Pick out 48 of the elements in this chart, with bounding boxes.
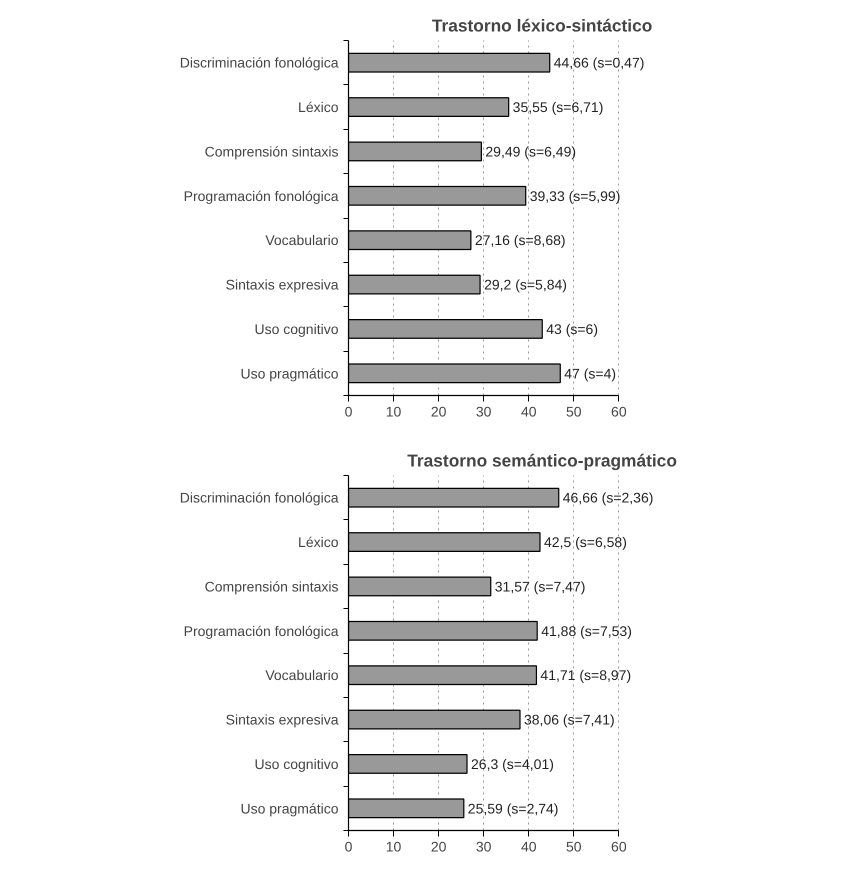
- y-tick-label: Programación fonológica: [184, 188, 339, 204]
- x-tick-label: 40: [520, 404, 537, 420]
- data-label: 27,16 (s=8,68): [474, 232, 566, 248]
- data-label: 29,2 (s=5,84): [484, 276, 567, 293]
- data-label: 38,06 (s=7,41): [524, 712, 615, 728]
- x-tick-label: 30: [476, 404, 492, 420]
- data-label: 43 (s=6): [546, 320, 598, 337]
- data-label: 44,66 (s=0,47): [554, 54, 644, 71]
- y-tick-label: Léxico: [298, 99, 339, 116]
- x-tick-label: 30: [476, 838, 492, 854]
- data-label: 31,57 (s=7,47): [494, 578, 586, 594]
- data-label: 41,88 (s=7,53): [541, 622, 632, 639]
- y-tick-label: Uso cognitivo: [254, 320, 339, 337]
- x-tick-label: 0: [344, 404, 353, 420]
- x-tick-label: 50: [566, 838, 582, 854]
- y-tick-label: Vocabulario: [265, 232, 339, 248]
- data-label: 42,5 (s=6,58): [544, 534, 627, 550]
- x-tick-label: 20: [430, 404, 447, 420]
- y-tick-label: Sintaxis expresiva: [226, 712, 339, 728]
- y-tick-label: Discriminación fonológica: [180, 54, 339, 71]
- x-tick-label: 10: [386, 404, 402, 420]
- x-tick-label: 50: [566, 404, 582, 420]
- y-tick-label: Comprensión sintaxis: [204, 578, 339, 594]
- chart-title: Trastorno léxico-sintáctico: [432, 16, 652, 36]
- data-label: 26,3 (s=4,01): [471, 756, 554, 772]
- y-tick-label: Uso pragmático: [240, 800, 339, 816]
- y-tick-label: Discriminación fonológica: [180, 490, 339, 506]
- y-tick-label: Uso pragmático: [240, 365, 339, 382]
- x-tick-label: 40: [520, 838, 537, 854]
- data-label: 47 (s=4): [564, 365, 616, 382]
- x-tick-label: 10: [386, 838, 402, 854]
- data-label: 25,59 (s=2,74): [468, 800, 558, 816]
- y-tick-label: Vocabulario: [265, 667, 339, 684]
- data-label: 46,66 (s=2,36): [562, 490, 654, 506]
- chart-title: Trastorno semántico-pragmático: [407, 450, 677, 470]
- data-label: 41,71 (s=8,97): [540, 667, 632, 684]
- data-label: 39,33 (s=5,99): [530, 188, 620, 204]
- x-tick-label: 60: [611, 404, 627, 420]
- x-tick-label: 20: [430, 838, 447, 854]
- y-tick-label: Léxico: [298, 534, 339, 550]
- y-tick-label: Uso cognitivo: [254, 756, 339, 772]
- y-tick-label: Sintaxis expresiva: [226, 276, 339, 293]
- y-tick-label: Comprensión sintaxis: [204, 143, 339, 160]
- x-tick-label: 0: [344, 838, 353, 854]
- data-label: 35,55 (s=6,71): [512, 99, 604, 116]
- data-label: 29,49 (s=6,49): [485, 143, 576, 160]
- y-tick-label: Programación fonológica: [184, 622, 339, 639]
- x-tick-label: 60: [611, 838, 627, 854]
